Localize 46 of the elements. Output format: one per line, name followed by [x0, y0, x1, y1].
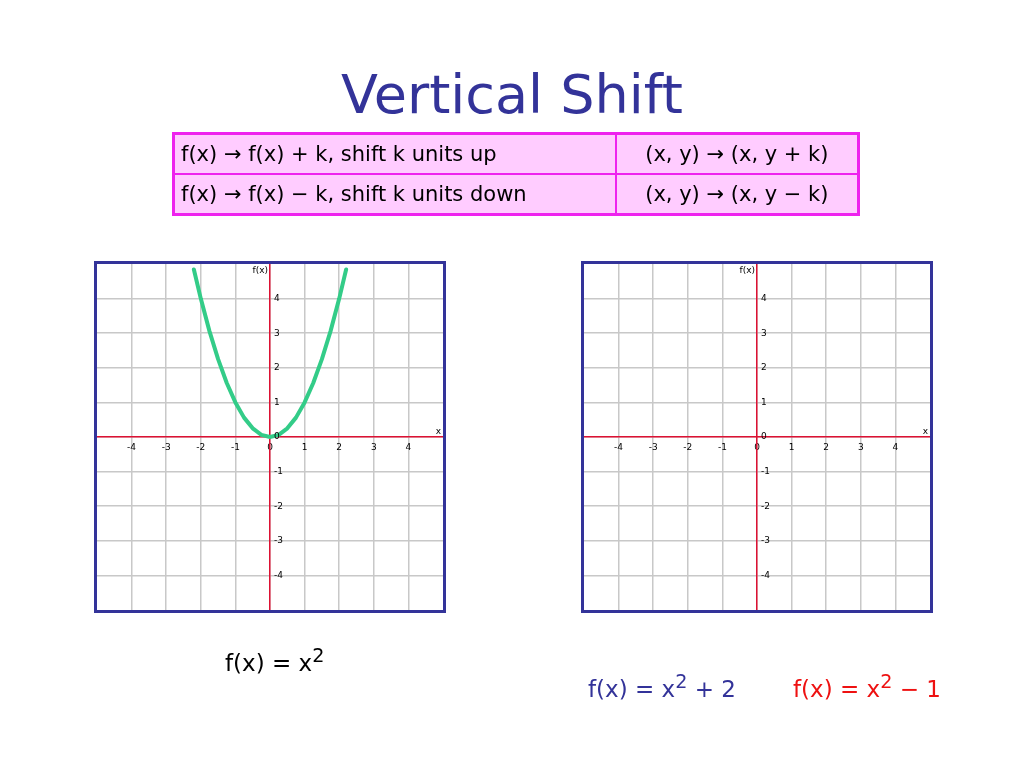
x-tick-label: 3: [370, 441, 377, 452]
text: f(x) → f(x) − k, shift k units down: [173, 174, 616, 215]
x-tick-label: 4: [892, 441, 899, 452]
x-tick-label: -1: [230, 441, 240, 452]
y-tick-label: -3: [761, 535, 770, 546]
y-axis-title: f(x): [252, 264, 268, 275]
y-tick-label: -4: [274, 569, 284, 580]
text: (x, y) → (x, y + k): [615, 133, 859, 174]
y-tick-label: 4: [761, 292, 767, 303]
x-tick-label: 1: [301, 441, 308, 452]
y-tick-label: -3: [274, 535, 283, 546]
y-tick-label: 0: [274, 431, 280, 442]
text: (x, y) → (x, y − k): [615, 174, 859, 215]
x-tick-label: -2: [196, 441, 206, 452]
x-tick-label: 2: [823, 441, 830, 452]
x-tick-label: -4: [127, 441, 137, 452]
y-tick-label: 3: [761, 327, 767, 338]
y-tick-label: -2: [761, 500, 770, 511]
x-tick-label: -3: [648, 441, 658, 452]
y-tick-label: -2: [274, 500, 283, 511]
y-tick-label: -1: [274, 465, 283, 476]
x-axis-title: x: [922, 425, 929, 436]
x-tick-label: 1: [788, 441, 795, 452]
y-tick-label: 2: [274, 362, 280, 373]
text: f(x) = x$^{2}$ − 1: [793, 670, 941, 702]
chart-title: Vertical Shift: [339, 63, 684, 126]
x-tick-label: 2: [336, 441, 343, 452]
y-axis-title: f(x): [739, 264, 755, 275]
x-tick-label: 4: [405, 441, 412, 452]
y-tick-label: -4: [761, 569, 771, 580]
text: f(x) → f(x) + k, shift k units up: [173, 133, 616, 174]
x-tick-label: -3: [161, 441, 171, 452]
x-tick-label: -2: [683, 441, 693, 452]
y-tick-label: 1: [761, 396, 767, 407]
y-tick-label: -1: [761, 465, 770, 476]
y-tick-label: 4: [274, 292, 280, 303]
y-tick-label: 2: [761, 362, 767, 373]
y-tick-label: 0: [761, 431, 767, 442]
text: f(x) = x$^{2}$ + 2: [588, 670, 736, 702]
x-axis-title: x: [435, 425, 442, 436]
x-tick-label: -4: [614, 441, 624, 452]
x-tick-label: 3: [857, 441, 864, 452]
y-tick-label: 1: [274, 396, 280, 407]
y-tick-label: 3: [274, 327, 280, 338]
x-tick-label: -1: [717, 441, 727, 452]
text: f(x) = x$^{2}$: [225, 644, 325, 676]
